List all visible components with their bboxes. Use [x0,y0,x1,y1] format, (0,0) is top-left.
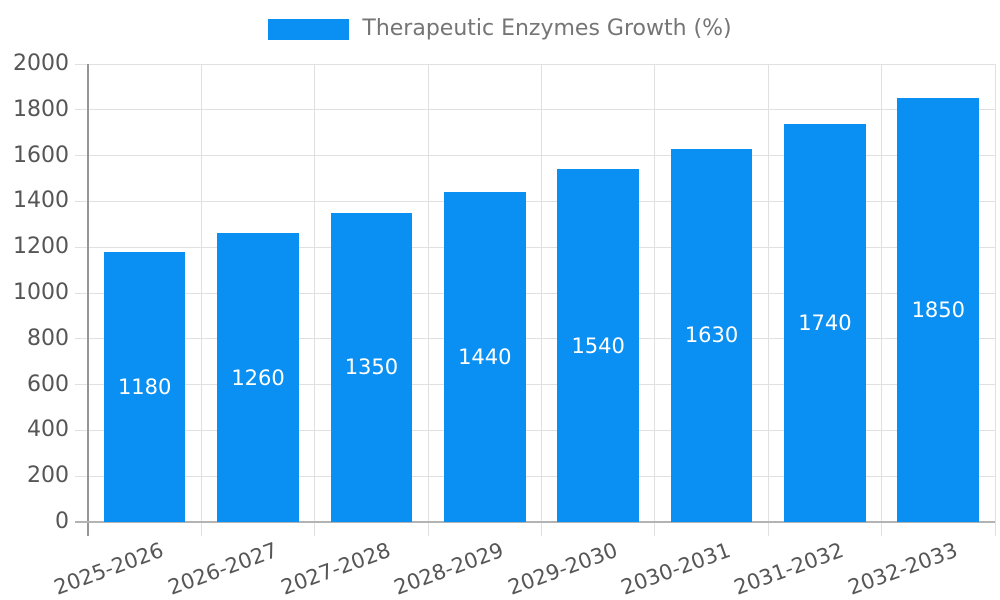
bar-value-label: 1350 [344,355,399,380]
y-axis-tick-label: 2000 [13,51,69,76]
bar: 1180 [103,251,186,522]
x-axis-tick-label: 2030-2031 [617,538,734,600]
h-gridline [75,475,995,477]
legend: Therapeutic Enzymes Growth (%) [0,14,1000,44]
x-axis-tick-label: 2025-2026 [51,538,167,600]
x-axis-tick-label: 2028-2029 [391,538,508,600]
v-gridline [767,64,769,536]
y-axis-line [87,64,89,536]
bar: 1440 [443,192,526,522]
bar: 1540 [557,169,639,522]
x-axis-tick-label: 2026-2027 [164,538,281,600]
bar-value-label: 1740 [798,310,852,335]
bar-value-label: 1850 [911,298,966,323]
y-axis-tick-label: 1000 [13,280,69,305]
bar-value-label: 1540 [571,333,625,358]
y-axis-labels: 0 200 400 600 800 1000 1200 1400 1600 1800 2000 [0,51,74,534]
bar-value-label: 1630 [684,323,739,348]
v-gridline [200,64,202,536]
v-gridline [881,64,883,536]
x-axis-labels: 2025-2026 2026-2027 2027-2028 2028-2029 2029… [51,538,995,600]
y-axis-tick-label: 1800 [13,96,69,122]
bar: 1740 [784,123,866,522]
y-axis-tick-label: 400 [27,417,69,443]
bar: 1350 [330,212,413,522]
y-axis-tick-label: 1400 [13,188,69,214]
h-gridline [75,200,995,202]
x-axis-tick-label: 2027-2028 [277,538,394,600]
bar: 1260 [217,233,299,522]
x-baseline [75,521,995,523]
h-gridline [75,246,995,248]
x-axis-tick-label: 2032-2033 [844,538,961,600]
bar-value-label: 1180 [117,374,172,399]
h-gridline [75,109,995,111]
bar: 1850 [897,98,980,522]
h-gridline [75,429,995,431]
y-axis-tick-label: 800 [27,325,69,351]
y-axis-tick-label: 1600 [13,142,69,168]
h-gridline [75,384,995,386]
y-axis-tick-label: 0 [55,509,69,534]
bar-value-label: 1260 [231,365,285,390]
v-gridline [314,64,316,536]
v-gridline [427,64,429,536]
bar-value-label: 1440 [458,345,512,370]
legend-swatch [268,18,350,40]
bar: 1630 [670,148,753,522]
h-gridline [75,155,995,157]
v-gridline [541,64,542,536]
h-gridline [75,63,995,65]
v-gridline [994,64,996,536]
x-axis-tick-label: 2029-2030 [504,538,621,600]
y-axis-tick-label: 1200 [13,234,69,260]
h-gridline [75,338,995,340]
y-axis-tick-label: 200 [27,463,69,489]
legend-label: Therapeutic Enzymes Growth (%) [362,16,732,41]
h-gridline [75,292,995,294]
v-gridline [654,64,656,536]
x-axis-tick-label: 2031-2032 [731,538,848,600]
plot-area: 2025-2026 2026-2027 2027-2028 2028-2029 2029… [51,63,996,600]
y-axis-tick-label: 600 [27,371,69,397]
